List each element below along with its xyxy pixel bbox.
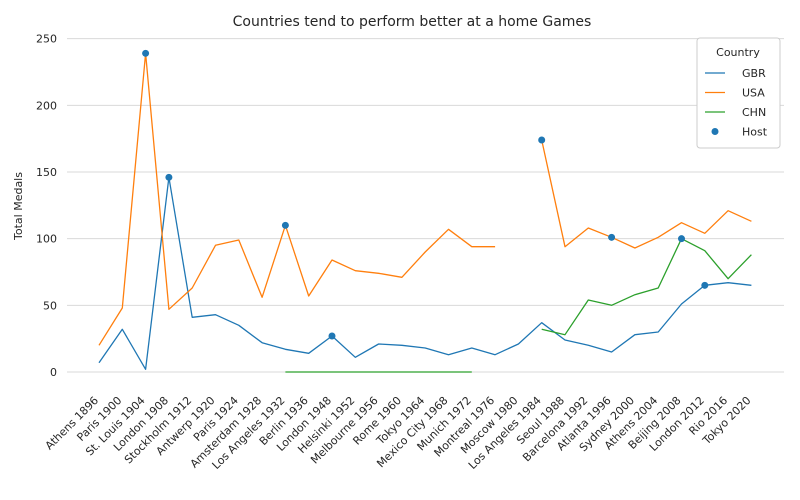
legend-label-usa: USA <box>742 87 765 100</box>
y-tick-label: 0 <box>50 366 57 379</box>
legend-label-host: Host <box>742 126 768 139</box>
y-axis-label: Total Medals <box>12 172 25 241</box>
legend-box <box>696 37 781 149</box>
legend-label-gbr: GBR <box>742 67 766 80</box>
host-marker <box>142 49 150 57</box>
y-tick-labels: 0 50 100 150 200 250 <box>36 33 57 379</box>
series-line-gbr <box>98 176 752 370</box>
series-line-chn <box>285 238 752 373</box>
series-lines <box>98 52 752 373</box>
host-marker <box>701 281 709 289</box>
series-line-usa <box>98 52 752 346</box>
legend-swatch-host <box>711 128 719 135</box>
host-marker <box>678 235 685 243</box>
chart-title: Countries tend to perform better at a ho… <box>233 14 592 30</box>
y-tick-label: 200 <box>36 99 57 112</box>
host-markers <box>142 49 709 340</box>
y-gridlines <box>67 38 784 373</box>
y-tick-label: 50 <box>43 299 57 312</box>
host-marker <box>281 221 289 229</box>
host-marker <box>538 136 546 144</box>
host-marker <box>165 173 173 181</box>
legend: Country GBR USA CHN Host <box>696 37 781 149</box>
y-tick-label: 250 <box>36 33 57 46</box>
y-tick-label: 150 <box>36 166 57 179</box>
y-tick-label: 100 <box>36 233 57 246</box>
legend-title: Country <box>716 46 760 59</box>
host-marker <box>328 332 336 340</box>
legend-label-chn: CHN <box>742 106 766 119</box>
host-marker <box>608 233 616 241</box>
